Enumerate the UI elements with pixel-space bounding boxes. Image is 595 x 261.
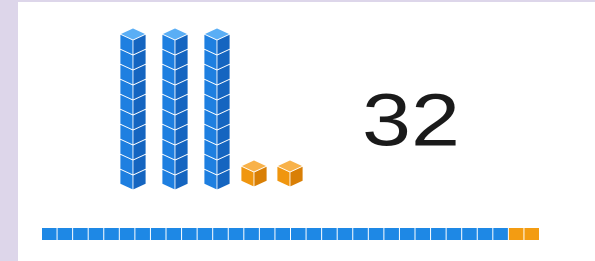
unit-square	[384, 228, 399, 240]
unit-square	[493, 228, 508, 240]
unit-square	[291, 228, 306, 240]
unit-square	[213, 228, 228, 240]
left-strip	[0, 0, 18, 261]
unit-square	[182, 228, 197, 240]
unit-square	[431, 228, 446, 240]
unit-square	[416, 228, 431, 240]
unit-square	[307, 228, 322, 240]
unit-square	[229, 228, 244, 240]
unit-square	[135, 228, 150, 240]
number-label: 32	[362, 79, 460, 162]
unit-square	[244, 228, 259, 240]
base-ten-illustration: 32	[0, 0, 595, 261]
top-border	[0, 0, 595, 2]
unit-square	[58, 228, 73, 240]
unit-square	[400, 228, 415, 240]
background	[0, 0, 595, 261]
unit-square	[120, 228, 135, 240]
ten-rod	[120, 28, 146, 190]
unit-square	[167, 228, 182, 240]
unit-square	[42, 228, 57, 240]
one-cube	[277, 160, 303, 187]
unit-square	[338, 228, 353, 240]
one-cube	[241, 160, 267, 187]
unit-square	[104, 228, 119, 240]
unit-square	[369, 228, 384, 240]
unit-square	[73, 228, 88, 240]
unit-square	[322, 228, 337, 240]
unit-square	[198, 228, 213, 240]
unit-square	[447, 228, 462, 240]
unit-square	[89, 228, 104, 240]
unit-square	[151, 228, 166, 240]
unit-square	[478, 228, 493, 240]
unit-square	[353, 228, 368, 240]
unit-square	[509, 228, 524, 240]
unit-square	[462, 228, 477, 240]
unit-square	[275, 228, 290, 240]
unit-square	[524, 228, 539, 240]
unit-square	[260, 228, 275, 240]
ten-rod	[162, 28, 188, 190]
page: 32 (() => { const data = JSON.parse(docu…	[0, 0, 595, 261]
ten-rod	[204, 28, 230, 190]
